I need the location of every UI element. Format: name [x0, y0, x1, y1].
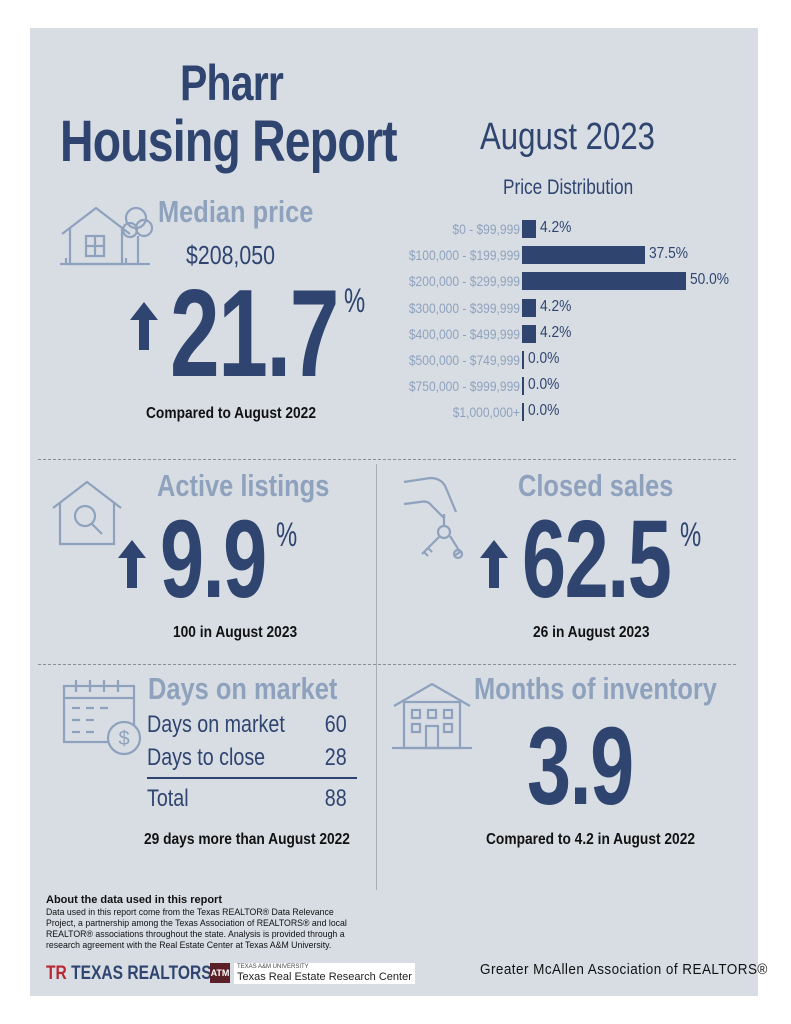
distribution-row: $500,000 - $749,999 0.0% — [380, 347, 750, 373]
distribution-value-label: 4.2% — [539, 323, 572, 341]
distribution-bar — [522, 246, 645, 265]
calendar-dollar-icon: $ — [62, 680, 142, 756]
distribution-value-label: 4.2% — [539, 297, 572, 315]
dom-total-label: Total — [147, 785, 189, 812]
distribution-range-label: $300,000 - $399,999 — [408, 299, 520, 316]
distribution-bar — [522, 220, 536, 238]
active-listings-change: 9.9 — [160, 498, 267, 621]
tamu-center-name: Texas Real Estate Research Center — [237, 970, 412, 983]
tamu-mark: ATM — [210, 963, 230, 983]
median-price-label: Median price — [158, 194, 314, 229]
closed-sales-pct-sign: % — [680, 516, 702, 554]
distribution-range-label: $200,000 - $299,999 — [408, 273, 520, 290]
report-title: Housing Report — [60, 109, 398, 174]
svg-text:$: $ — [118, 728, 129, 750]
distribution-row: $300,000 - $399,999 4.2% — [380, 295, 750, 321]
report-page: Pharr Housing Report August 2023 Median … — [30, 28, 767, 996]
distribution-value-label: 37.5% — [649, 245, 689, 263]
texas-realtors-mark: TR — [46, 963, 67, 984]
texas-realtors-logo: TR TEXAS REALTORS — [46, 963, 212, 985]
texas-realtors-text: TEXAS REALTORS — [71, 963, 212, 984]
distribution-bar — [522, 324, 536, 343]
distribution-bar — [522, 377, 524, 396]
median-price-value: $208,050 — [186, 240, 275, 270]
distribution-value-label: 4.2% — [539, 219, 572, 236]
distribution-range-label: $100,000 - $199,999 — [408, 247, 520, 264]
price-distribution-title: Price Distribution — [503, 176, 634, 199]
distribution-value-label: 0.0% — [528, 350, 560, 367]
distribution-row: $200,000 - $299,999 50.0% — [380, 268, 750, 294]
about-body: Data used in this report come from the T… — [46, 907, 347, 951]
dom-row-name: Days on market — [147, 711, 285, 738]
arrow-up-icon — [480, 540, 508, 588]
distribution-value-label: 0.0% — [528, 402, 560, 420]
association-name: Greater McAllen Association of REALTORS® — [480, 961, 768, 978]
active-listings-label: Active listings — [157, 468, 330, 503]
apartment-building-icon — [392, 682, 472, 750]
distribution-bar — [522, 403, 524, 422]
months-inventory-value: 3.9 — [527, 705, 634, 828]
dom-row-name: Days to close — [147, 744, 266, 771]
distribution-value-label: 0.0% — [528, 376, 560, 394]
house-search-icon — [52, 480, 122, 546]
tamu-university: TEXAS A&M UNIVERSITY — [237, 963, 309, 970]
distribution-range-label: $1,000,000+ — [452, 404, 520, 421]
dom-row-value: 28 — [325, 744, 347, 771]
active-listings-caption: 100 in August 2023 — [173, 624, 298, 641]
closed-sales-caption: 26 in August 2023 — [533, 624, 650, 641]
distribution-row: $0 - $99,999 4.2% — [380, 216, 750, 242]
days-on-market-label: Days on market — [148, 671, 338, 706]
distribution-range-label: $400,000 - $499,999 — [408, 325, 520, 342]
median-price-pct-sign: % — [344, 282, 366, 320]
arrow-up-icon — [130, 302, 158, 350]
dom-total-rule — [147, 777, 357, 779]
median-price-caption: Compared to August 2022 — [146, 405, 316, 422]
tamu-logo: ATM TEXAS A&M UNIVERSITY Texas Real Esta… — [210, 960, 415, 986]
dom-total-value: 88 — [325, 785, 347, 812]
median-price-change: 21.7 — [170, 265, 339, 403]
hand-keys-icon — [403, 476, 464, 560]
closed-sales-change: 62.5 — [522, 498, 672, 621]
months-inventory-label: Months of inventory — [474, 671, 717, 706]
divider-vertical — [376, 464, 377, 890]
city-title: Pharr — [180, 55, 284, 111]
report-month: August 2023 — [480, 116, 655, 158]
distribution-bar — [522, 351, 524, 369]
about-title: About the data used in this report — [46, 894, 223, 906]
distribution-row: $400,000 - $499,999 4.2% — [380, 321, 750, 347]
divider-middle — [38, 664, 736, 665]
days-on-market-caption: 29 days more than August 2022 — [144, 831, 350, 848]
arrow-up-icon — [118, 540, 146, 588]
months-inventory-caption: Compared to 4.2 in August 2022 — [486, 831, 695, 848]
house-tree-icon — [60, 206, 154, 266]
distribution-bar — [522, 298, 536, 317]
distribution-row: $100,000 - $199,999 37.5% — [380, 242, 750, 268]
distribution-row: $1,000,000+ 0.0% — [380, 399, 750, 425]
closed-sales-label: Closed sales — [518, 468, 674, 503]
distribution-range-label: $500,000 - $749,999 — [408, 352, 520, 368]
divider-top — [38, 459, 736, 460]
distribution-row: $750,000 - $999,999 0.0% — [380, 373, 750, 399]
distribution-range-label: $0 - $99,999 — [452, 221, 520, 237]
active-listings-pct-sign: % — [276, 516, 298, 554]
distribution-value-label: 50.0% — [690, 271, 730, 289]
distribution-bar — [522, 272, 686, 291]
distribution-range-label: $750,000 - $999,999 — [408, 378, 520, 395]
dom-row-value: 60 — [325, 711, 347, 738]
